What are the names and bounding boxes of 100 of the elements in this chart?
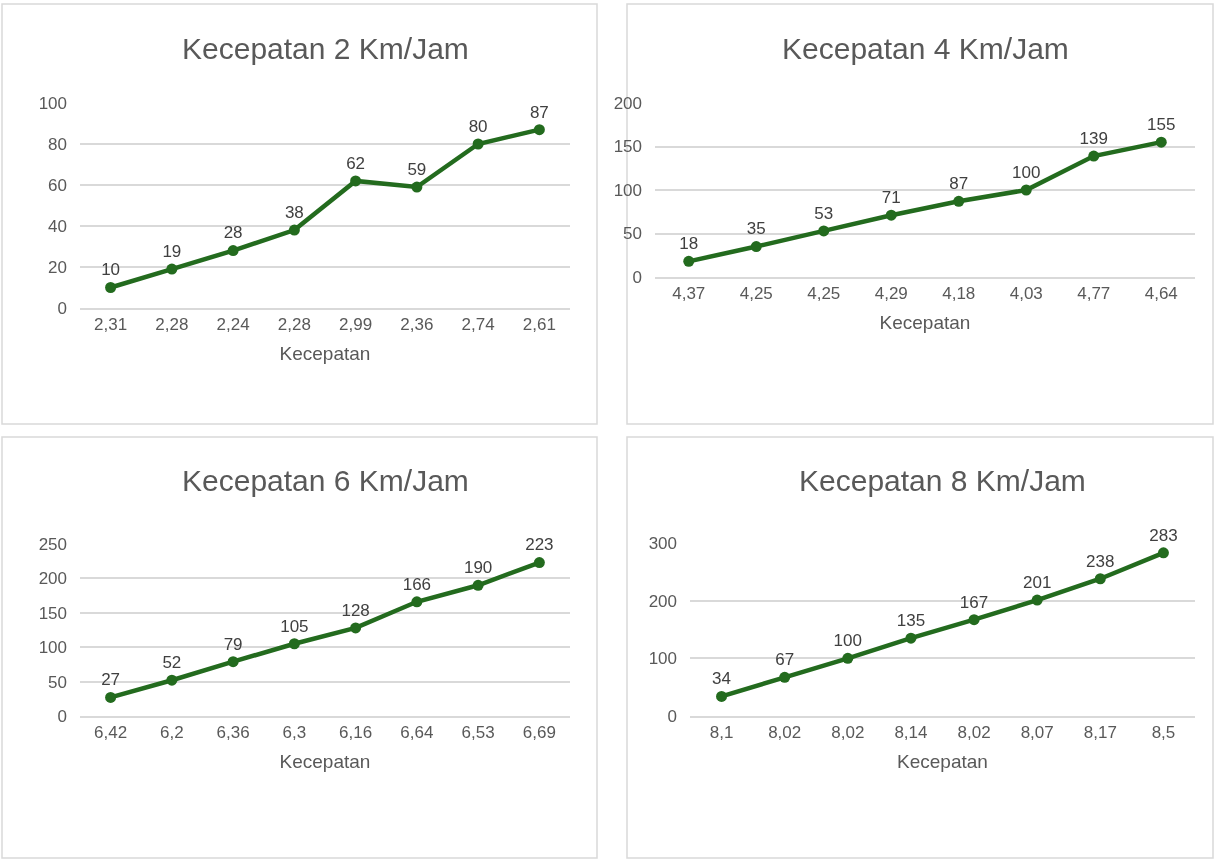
data-label: 28 bbox=[223, 223, 243, 243]
point bbox=[350, 622, 362, 634]
data-label: 238 bbox=[1086, 551, 1115, 571]
data-label: 190 bbox=[463, 558, 493, 578]
x-tick-label: 6,36 bbox=[216, 723, 250, 743]
data-label: 35 bbox=[746, 219, 766, 239]
point bbox=[885, 209, 897, 221]
point bbox=[533, 124, 545, 136]
point bbox=[105, 282, 117, 293]
point bbox=[1020, 184, 1032, 196]
point bbox=[779, 671, 791, 683]
y-tick-label: 300 bbox=[648, 533, 677, 553]
y-tick-label: 20 bbox=[48, 257, 67, 277]
data-label: 62 bbox=[346, 153, 366, 173]
y-tick-label: 50 bbox=[623, 224, 642, 244]
chart-title: Kecepatan 4 Km/Jam bbox=[782, 32, 1069, 65]
point bbox=[288, 224, 300, 236]
x-tick-label: 4,37 bbox=[672, 284, 706, 304]
y-tick-label: 0 bbox=[632, 267, 642, 287]
point bbox=[1155, 136, 1167, 148]
x-tick-label: 8,5 bbox=[1151, 723, 1176, 743]
x-tick-label: 4,25 bbox=[739, 284, 773, 304]
x-tick-label: 4,29 bbox=[874, 284, 908, 304]
point bbox=[1031, 594, 1043, 606]
point bbox=[905, 632, 917, 644]
data-label: 10 bbox=[101, 260, 121, 280]
data-label: 128 bbox=[341, 600, 370, 620]
data-label: 19 bbox=[162, 241, 182, 261]
x-tick-label: 8,02 bbox=[768, 723, 802, 743]
y-tick-label: 150 bbox=[38, 603, 67, 623]
x-tick-label: 4,77 bbox=[1077, 284, 1111, 304]
point bbox=[166, 263, 178, 275]
chart-title: Kecepatan 8 Km/Jam bbox=[799, 464, 1086, 497]
x-tick-label: 6,69 bbox=[522, 723, 556, 743]
x-tick-label: 4,03 bbox=[1009, 284, 1043, 304]
point bbox=[105, 691, 117, 703]
point bbox=[350, 175, 362, 187]
point bbox=[953, 195, 965, 207]
point bbox=[818, 225, 830, 237]
chart-title: Kecepatan 2 Km/Jam bbox=[182, 32, 469, 65]
point bbox=[1157, 547, 1169, 559]
y-tick-label: 100 bbox=[38, 93, 67, 113]
x-axis-title: Kecepatan bbox=[897, 751, 988, 773]
y-tick-label: 50 bbox=[48, 672, 67, 692]
x-tick-label: 4,64 bbox=[1144, 284, 1178, 304]
data-label: 105 bbox=[280, 616, 309, 636]
data-label: 201 bbox=[1023, 572, 1052, 592]
x-tick-label: 8,02 bbox=[957, 723, 991, 743]
point bbox=[288, 638, 300, 650]
data-label: 59 bbox=[407, 159, 427, 179]
point bbox=[683, 255, 695, 267]
point bbox=[533, 557, 545, 569]
data-label: 71 bbox=[881, 188, 901, 208]
y-tick-label: 100 bbox=[38, 638, 67, 658]
data-label: 52 bbox=[162, 653, 182, 673]
x-tick-label: 4,25 bbox=[807, 284, 841, 304]
x-tick-label: 2,24 bbox=[216, 315, 250, 335]
point bbox=[227, 656, 239, 668]
y-tick-label: 60 bbox=[48, 175, 67, 195]
x-axis-title: Kecepatan bbox=[879, 312, 971, 334]
data-label: 135 bbox=[896, 611, 926, 631]
y-tick-label: 200 bbox=[648, 591, 677, 611]
x-axis-title: Kecepatan bbox=[279, 751, 371, 773]
point bbox=[842, 652, 854, 664]
point bbox=[472, 579, 484, 591]
data-label: 38 bbox=[284, 202, 304, 222]
y-tick-label: 200 bbox=[613, 93, 642, 113]
chart-title: Kecepatan 6 Km/Jam bbox=[182, 464, 469, 497]
point bbox=[411, 181, 423, 193]
point bbox=[166, 674, 178, 686]
x-tick-label: 2,61 bbox=[522, 315, 556, 335]
x-tick-label: 6,2 bbox=[160, 723, 184, 743]
x-tick-label: 8,02 bbox=[831, 723, 865, 743]
x-tick-label: 6,16 bbox=[339, 723, 373, 743]
point bbox=[750, 241, 762, 253]
x-tick-label: 6,53 bbox=[461, 723, 495, 743]
y-tick-label: 100 bbox=[648, 649, 677, 669]
y-tick-label: 200 bbox=[38, 569, 67, 589]
x-axis-title: Kecepatan bbox=[279, 343, 371, 365]
data-label: 166 bbox=[402, 574, 432, 594]
point bbox=[227, 245, 239, 257]
x-tick-label: 6,64 bbox=[400, 723, 434, 743]
y-tick-label: 100 bbox=[613, 180, 642, 200]
data-label: 53 bbox=[814, 203, 834, 223]
data-label: 87 bbox=[949, 174, 969, 194]
data-label: 223 bbox=[525, 535, 554, 555]
x-tick-label: 6,42 bbox=[94, 723, 128, 743]
data-label: 100 bbox=[1012, 162, 1041, 182]
point bbox=[1094, 573, 1106, 585]
x-tick-label: 2,74 bbox=[461, 315, 495, 335]
point bbox=[968, 614, 980, 626]
x-tick-label: 4,18 bbox=[942, 284, 976, 304]
y-tick-label: 0 bbox=[57, 706, 67, 726]
data-label: 34 bbox=[712, 669, 732, 689]
x-tick-label: 2,36 bbox=[400, 315, 434, 335]
data-label: 27 bbox=[101, 670, 121, 690]
data-label: 167 bbox=[959, 592, 989, 612]
y-tick-label: 40 bbox=[48, 216, 67, 236]
point bbox=[411, 596, 423, 608]
data-label: 80 bbox=[468, 116, 488, 136]
